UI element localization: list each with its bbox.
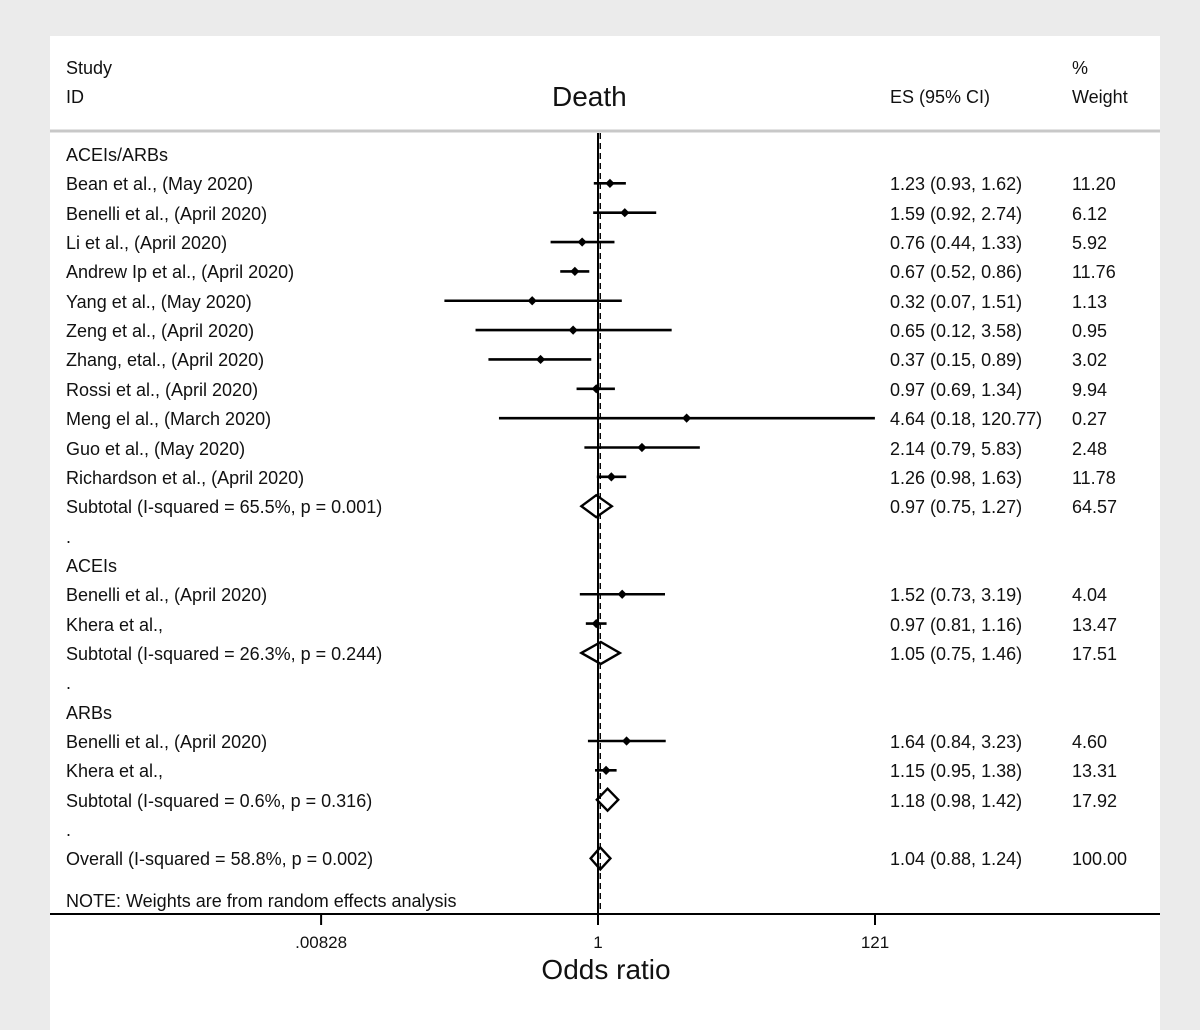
- study-label: Benelli et al., (April 2020): [66, 203, 268, 224]
- point-estimate: [591, 619, 601, 629]
- effect-size-text: 1.05 (0.75, 1.46): [890, 643, 1023, 664]
- study-label: Rossi et al., (April 2020): [66, 379, 259, 400]
- study-label: Meng el al., (March 2020): [66, 409, 272, 430]
- weight-header-percent: %: [1072, 58, 1089, 78]
- weight-text: 100.00: [1072, 849, 1128, 870]
- point-estimate: [568, 325, 578, 335]
- weight-text: 0.27: [1072, 409, 1108, 430]
- effect-size-text: 1.04 (0.88, 1.24): [890, 849, 1023, 870]
- weight-text: 2.48: [1072, 438, 1108, 459]
- weight-text: 17.51: [1072, 643, 1118, 664]
- x-axis-title: Odds ratio: [541, 954, 671, 985]
- subgroup-heading: ACEIs: [66, 555, 118, 576]
- effect-size-text: 1.26 (0.98, 1.63): [890, 467, 1023, 488]
- subgroup-heading: ACEIs/ARBs: [66, 145, 169, 165]
- subtotal-label: Subtotal (I-squared = 65.5%, p = 0.001): [66, 497, 383, 518]
- study-label: Bean et al., (May 2020): [66, 174, 254, 195]
- study-label: Khera et al.,: [66, 761, 164, 782]
- weight-text: 11.20: [1072, 174, 1116, 195]
- effect-size-text: 0.37 (0.15, 0.89): [890, 350, 1023, 371]
- effect-size-text: 0.67 (0.52, 0.86): [890, 262, 1023, 283]
- pooled-diamond: [589, 845, 613, 872]
- weight-text: 17.92: [1072, 790, 1118, 811]
- effect-size-text: 1.52 (0.73, 3.19): [890, 585, 1023, 606]
- effect-size-text: 1.15 (0.95, 1.38): [890, 761, 1023, 782]
- point-estimate: [570, 266, 580, 276]
- study-label: Richardson et al., (April 2020): [66, 467, 305, 488]
- weight-text: 13.31: [1072, 761, 1118, 782]
- study-label: Guo et al., (May 2020): [66, 438, 246, 459]
- effect-size-text: 2.14 (0.79, 5.83): [890, 438, 1023, 459]
- point-estimate: [527, 296, 537, 306]
- study-label: Li et al., (April 2020): [66, 233, 228, 254]
- x-tick-label: 121: [860, 933, 890, 952]
- effect-size-text: 4.64 (0.18, 120.77): [890, 409, 1043, 430]
- study-label: Zhang, etal., (April 2020): [66, 350, 265, 371]
- weight-text: 0.95: [1072, 321, 1108, 342]
- footnote: NOTE: Weights are from random effects an…: [66, 891, 457, 911]
- chart-title: Death: [552, 81, 627, 112]
- weight-text: 6.12: [1072, 203, 1108, 224]
- weight-text: 64.57: [1072, 497, 1118, 518]
- subgroup-heading: ARBs: [66, 702, 113, 723]
- point-estimate: [637, 442, 647, 453]
- x-tick-label: 1: [593, 933, 603, 952]
- study-label: Benelli et al., (April 2020): [66, 585, 268, 606]
- pooled-diamond: [579, 493, 614, 519]
- effect-size-text: 1.23 (0.93, 1.62): [890, 174, 1023, 195]
- point-estimate: [605, 178, 615, 188]
- subtotal-label: Subtotal (I-squared = 0.6%, p = 0.316): [66, 790, 373, 811]
- weight-text: 4.04: [1072, 585, 1108, 606]
- study-label: Andrew Ip et al., (April 2020): [66, 262, 295, 283]
- pooled-diamond: [595, 786, 620, 813]
- subtotal-label: Subtotal (I-squared = 26.3%, p = 0.244): [66, 643, 383, 664]
- point-estimate: [591, 384, 601, 394]
- point-estimate: [535, 354, 546, 365]
- x-tick-label: .00828: [295, 933, 348, 952]
- effect-size-text: 1.59 (0.92, 2.74): [890, 203, 1023, 224]
- spacer-dot: .: [66, 820, 72, 841]
- pooled-diamond: [578, 640, 623, 666]
- effect-size-text: 0.32 (0.07, 1.51): [890, 291, 1023, 312]
- point-estimate: [620, 208, 630, 218]
- overall-label: Overall (I-squared = 58.8%, p = 0.002): [66, 849, 374, 870]
- spacer-dot: .: [66, 673, 72, 694]
- study-label: Yang et al., (May 2020): [66, 291, 252, 312]
- weight-text: 1.13: [1072, 291, 1108, 312]
- effect-size-text: 0.97 (0.75, 1.27): [890, 497, 1023, 518]
- study-label: Khera et al.,: [66, 614, 164, 635]
- point-estimate: [577, 237, 587, 247]
- effect-size-text: 0.97 (0.81, 1.16): [890, 614, 1023, 635]
- id-header: ID: [66, 87, 84, 107]
- study-header: Study: [66, 58, 113, 78]
- effect-size-text: 1.18 (0.98, 1.42): [890, 790, 1023, 811]
- point-estimate: [606, 472, 616, 482]
- point-estimate: [601, 765, 611, 775]
- effect-size-text: 0.65 (0.12, 3.58): [890, 321, 1023, 342]
- weight-text: 9.94: [1072, 379, 1108, 400]
- weight-text: 3.02: [1072, 350, 1108, 371]
- weight-text: 11.76: [1072, 262, 1116, 283]
- spacer-dot: .: [66, 526, 72, 547]
- es-header: ES (95% CI): [890, 87, 991, 107]
- study-label: Zeng et al., (April 2020): [66, 321, 255, 342]
- point-estimate: [621, 736, 632, 746]
- effect-size-text: 0.76 (0.44, 1.33): [890, 233, 1023, 254]
- weight-text: 4.60: [1072, 732, 1108, 752]
- weight-text: 11.78: [1072, 467, 1116, 488]
- study-label: Benelli et al., (April 2020): [66, 732, 268, 752]
- effect-size-text: 1.64 (0.84, 3.23): [890, 732, 1023, 752]
- weight-text: 13.47: [1072, 614, 1118, 635]
- effect-size-text: 0.97 (0.69, 1.34): [890, 379, 1023, 400]
- weight-text: 5.92: [1072, 233, 1108, 254]
- weight-header: Weight: [1072, 87, 1128, 107]
- point-estimate: [682, 413, 692, 423]
- point-estimate: [617, 589, 627, 599]
